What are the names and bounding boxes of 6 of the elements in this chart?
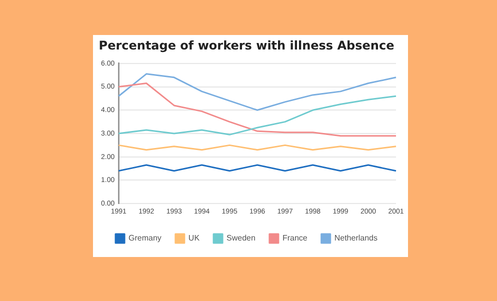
legend-label: UK [188, 234, 200, 243]
legend-label: France [282, 234, 308, 243]
legend-label: Gremany [128, 234, 162, 243]
legend-label: Sweden [226, 234, 256, 243]
chart-title: Percentage of workers with illness Absence [98, 38, 394, 52]
legend-label: Netherlands [334, 234, 378, 243]
